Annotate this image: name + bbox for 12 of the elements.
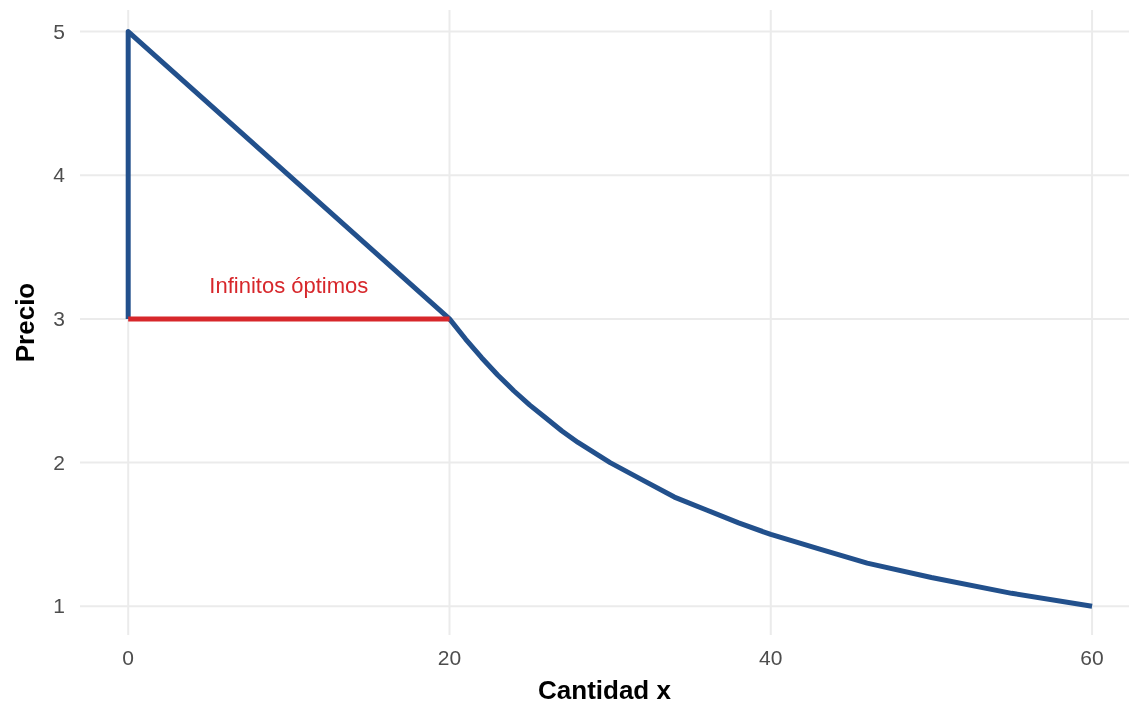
y-tick-label: 1	[53, 594, 65, 618]
y-tick-label: 3	[53, 306, 65, 330]
x-tick-label: 60	[1080, 646, 1104, 669]
y-axis-title: Precio	[10, 282, 40, 363]
y-tick-label: 5	[53, 19, 65, 43]
x-tick-label: 0	[122, 646, 135, 669]
y-tick-label: 2	[53, 450, 65, 474]
annotation: Infinitos óptimos	[209, 272, 369, 298]
y-tick-label: 4	[53, 163, 66, 187]
x-tick-label: 20	[437, 646, 462, 669]
x-axis-title: Cantidad x	[538, 675, 672, 705]
x-tick-label: 40	[759, 646, 783, 669]
